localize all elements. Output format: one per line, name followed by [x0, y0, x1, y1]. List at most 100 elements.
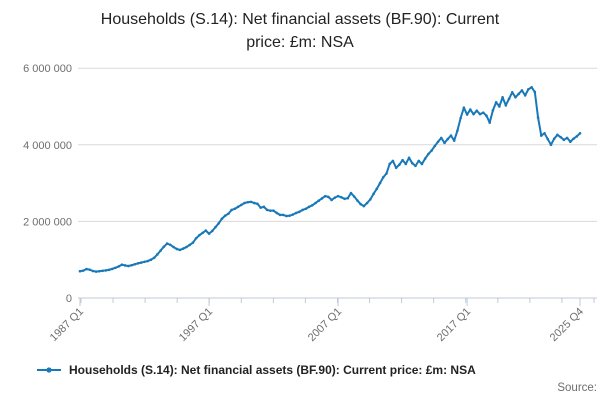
series-line — [78, 86, 582, 273]
data-point-marker — [136, 262, 140, 265]
data-point-marker — [333, 196, 337, 199]
data-point-marker — [81, 269, 85, 272]
data-point-marker — [475, 109, 479, 113]
data-point-marker — [139, 261, 143, 264]
legend-series-label: Households (S.14): Net financial assets … — [69, 363, 476, 377]
data-point-marker — [356, 199, 359, 202]
data-point-marker — [533, 90, 537, 94]
data-point-marker — [388, 162, 391, 166]
data-point-marker — [278, 213, 282, 217]
data-point-marker — [578, 132, 582, 135]
data-point-marker — [104, 269, 108, 272]
data-point-marker — [452, 139, 456, 142]
data-point-marker — [369, 198, 372, 201]
data-point-marker — [330, 198, 333, 202]
data-point-marker — [272, 209, 275, 212]
data-point-marker — [365, 201, 369, 205]
data-point-marker — [575, 135, 579, 138]
data-point-marker — [478, 112, 482, 116]
data-point-marker — [149, 258, 153, 262]
data-point-marker — [310, 204, 314, 207]
data-point-marker — [117, 265, 121, 268]
chart-title: Households (S.14): Net financial assets … — [0, 8, 600, 54]
data-point-marker — [401, 158, 404, 162]
data-point-marker — [349, 191, 353, 195]
data-point-marker — [543, 132, 546, 135]
data-point-marker — [343, 197, 346, 201]
data-point-marker — [236, 205, 240, 209]
x-tick-label: 1997 Q1 — [177, 306, 215, 344]
y-tick-label: 2 000 000 — [23, 216, 72, 228]
data-point-marker — [472, 112, 475, 116]
gridlines — [78, 67, 597, 222]
data-point-marker — [304, 207, 308, 211]
data-point-marker — [494, 100, 498, 104]
data-point-marker — [504, 104, 508, 107]
data-point-marker — [327, 195, 330, 199]
data-point-marker — [427, 152, 430, 156]
data-point-marker — [420, 162, 424, 166]
data-point-marker — [275, 211, 279, 215]
data-point-marker — [269, 209, 272, 212]
data-point-marker — [159, 249, 162, 252]
data-point-marker — [210, 229, 214, 233]
data-point-marker — [414, 164, 417, 168]
data-point-marker — [130, 263, 133, 267]
data-point-marker — [546, 137, 550, 141]
data-point-marker — [191, 241, 195, 244]
data-point-marker — [469, 108, 472, 111]
data-point-marker — [430, 149, 433, 152]
y-tick-label: 4 000 000 — [23, 140, 72, 152]
data-point-marker — [110, 267, 114, 271]
data-point-marker — [456, 129, 459, 132]
x-tick-label: 2007 Q1 — [306, 306, 344, 344]
y-tick-label: 0 — [66, 293, 72, 305]
x-tick-label: 2017 Q1 — [435, 306, 473, 344]
data-point-marker — [488, 121, 491, 124]
data-point-marker — [530, 86, 533, 89]
data-point-marker — [436, 140, 440, 144]
data-point-marker — [552, 137, 556, 140]
data-point-marker — [459, 116, 462, 120]
data-point-marker — [559, 135, 562, 139]
data-point-marker — [439, 136, 443, 140]
data-point-marker — [243, 201, 246, 205]
data-point-marker — [417, 159, 421, 163]
data-point-marker — [294, 211, 298, 215]
data-point-marker — [507, 97, 511, 101]
data-point-marker — [78, 269, 82, 273]
data-point-marker — [201, 231, 204, 235]
chart-title-line2: price: £m: NSA — [246, 34, 354, 51]
data-point-marker — [262, 205, 266, 209]
data-point-marker — [449, 134, 453, 137]
data-point-marker — [256, 202, 259, 206]
data-point-marker — [298, 210, 301, 214]
data-point-marker — [194, 236, 198, 240]
data-point-marker — [481, 111, 485, 114]
data-point-marker — [214, 225, 217, 229]
data-point-marker — [465, 113, 469, 116]
data-point-marker — [539, 134, 543, 137]
data-point-marker — [175, 247, 179, 251]
data-point-marker — [485, 114, 488, 117]
data-point-marker — [443, 141, 446, 145]
data-point-marker — [88, 268, 91, 271]
data-point-marker — [378, 181, 382, 185]
data-point-marker — [336, 194, 340, 198]
data-point-marker — [220, 217, 224, 221]
data-point-marker — [98, 269, 101, 273]
data-point-marker — [398, 163, 401, 167]
data-point-marker — [101, 269, 104, 273]
data-point-marker — [252, 201, 256, 205]
data-point-marker — [281, 213, 285, 217]
data-point-marker — [359, 202, 362, 206]
x-tick-label: 1987 Q1 — [48, 306, 86, 344]
data-point-marker — [301, 208, 304, 212]
data-point-marker — [185, 245, 188, 249]
data-point-marker — [143, 260, 146, 264]
data-point-marker — [514, 96, 517, 99]
data-point-marker — [501, 96, 504, 99]
data-point-marker — [181, 247, 185, 250]
data-point-marker — [307, 205, 311, 209]
